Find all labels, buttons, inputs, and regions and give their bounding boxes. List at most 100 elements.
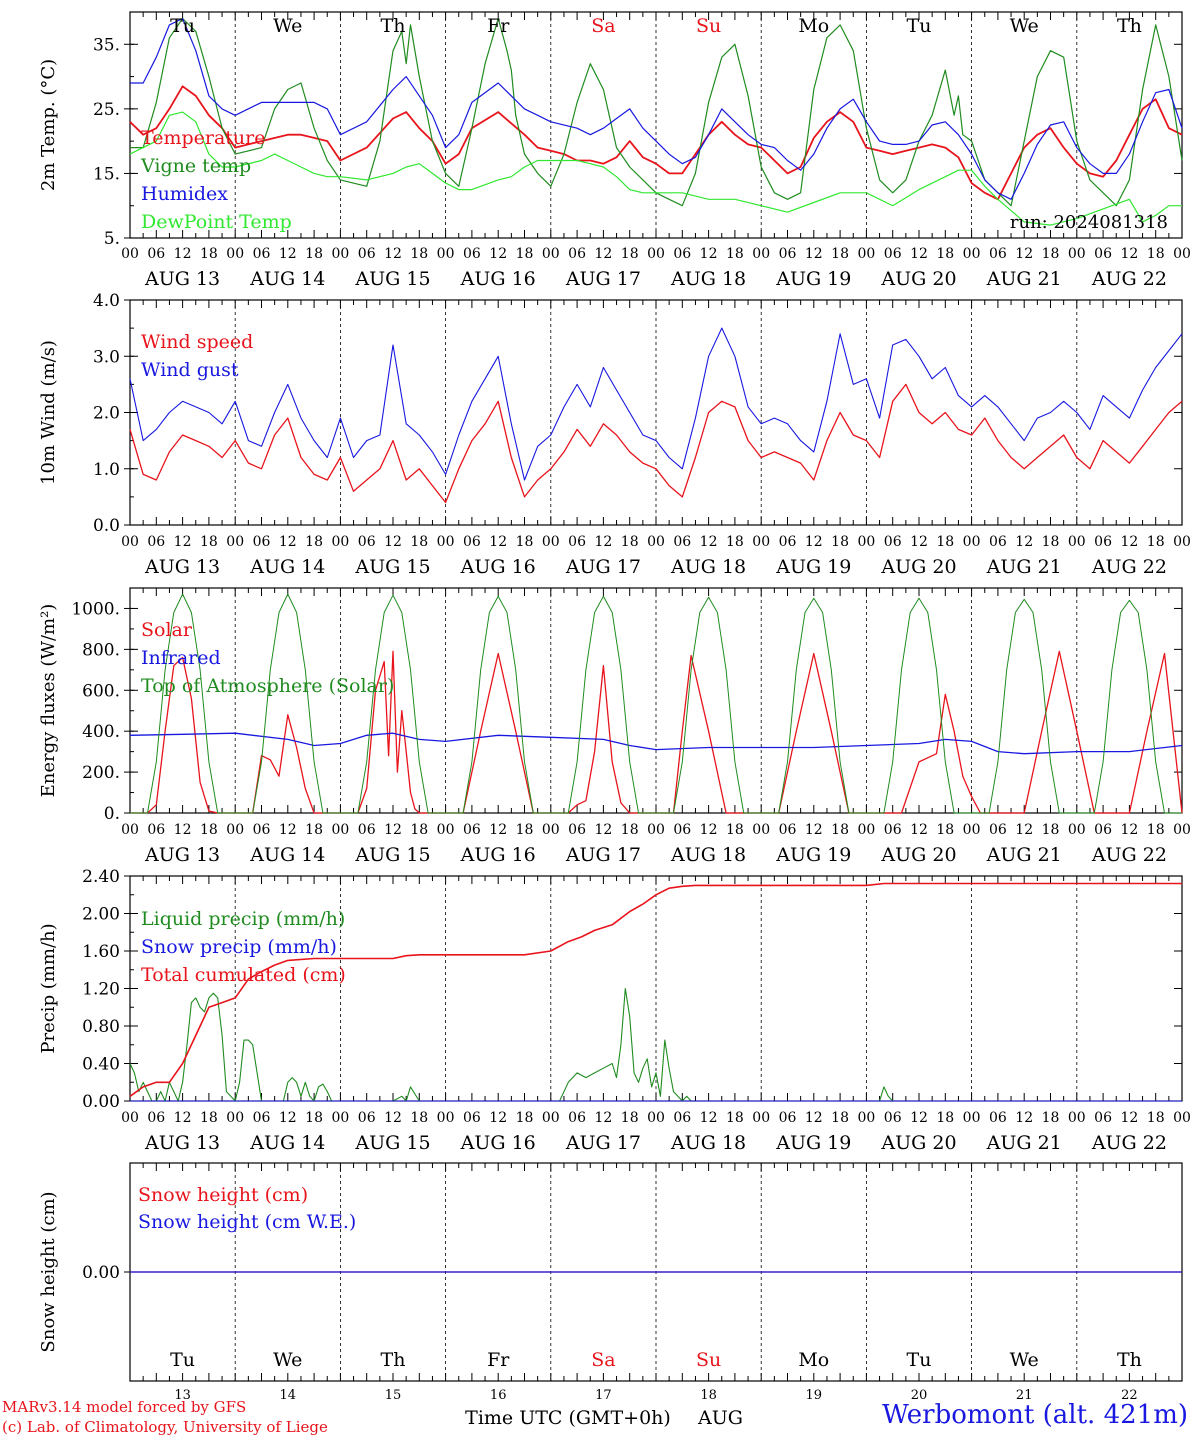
legend-entry: Humidex <box>141 183 228 205</box>
hour-tick-label: 12 <box>279 246 297 262</box>
hour-tick-label: 00 <box>857 1110 875 1126</box>
y-tick-label: 0.0 <box>93 516 120 536</box>
date-label: AUG 20 <box>880 844 956 866</box>
hour-tick-label: 12 <box>805 1110 823 1126</box>
hour-tick-label: 00 <box>1068 1110 1086 1126</box>
hour-tick-label: 00 <box>121 534 139 550</box>
hour-tick-label: 00 <box>437 1110 455 1126</box>
hour-tick-label: 12 <box>805 534 823 550</box>
hour-tick-label: 12 <box>384 822 402 838</box>
day-name: Tu <box>907 15 932 37</box>
date-label: AUG 14 <box>249 556 325 578</box>
hour-tick-label: 00 <box>542 246 560 262</box>
hour-tick-label: 06 <box>253 1110 271 1126</box>
hour-tick-label: 00 <box>226 246 244 262</box>
hour-tick-label: 18 <box>831 246 849 262</box>
hour-tick-label: 12 <box>594 822 612 838</box>
hour-tick-label: 12 <box>174 822 192 838</box>
hour-tick-label: 12 <box>489 822 507 838</box>
hour-tick-label: 18 <box>516 246 534 262</box>
hour-tick-label: 06 <box>884 1110 902 1126</box>
hour-tick-label: 00 <box>1173 534 1191 550</box>
day-number: 19 <box>806 1388 823 1403</box>
y-tick-label: 1.60 <box>82 942 120 962</box>
date-label: AUG 15 <box>354 268 430 290</box>
hour-tick-label: 12 <box>1120 1110 1138 1126</box>
panel-frame <box>129 299 1183 526</box>
hour-tick-label: 18 <box>936 1110 954 1126</box>
day-name: Th <box>1117 1349 1142 1371</box>
date-label: AUG 15 <box>354 556 430 578</box>
hour-tick-label: 18 <box>410 246 428 262</box>
hour-tick-label: 00 <box>752 246 770 262</box>
hour-tick-label: 00 <box>121 1110 139 1126</box>
hour-tick-label: 12 <box>279 1110 297 1126</box>
legend-entry: Solar <box>141 619 193 641</box>
date-label: AUG 18 <box>670 1132 746 1154</box>
hour-tick-label: 12 <box>384 534 402 550</box>
hour-tick-label: 12 <box>174 1110 192 1126</box>
hour-tick-label: 12 <box>279 822 297 838</box>
day-name: Sa <box>591 15 615 37</box>
date-label: AUG 13 <box>144 844 220 866</box>
hour-tick-label: 00 <box>331 822 349 838</box>
legend-entry: Wind speed <box>141 331 253 353</box>
hour-tick-label: 00 <box>1173 822 1191 838</box>
hour-tick-label: 00 <box>331 1110 349 1126</box>
date-label: AUG 17 <box>565 556 641 578</box>
date-label: AUG 17 <box>565 1132 641 1154</box>
hour-tick-label: 00 <box>331 534 349 550</box>
y-axis-label: Snow height (cm) <box>38 1191 59 1352</box>
y-tick-label: 0.00 <box>82 1263 120 1283</box>
hour-tick-label: 06 <box>989 1110 1007 1126</box>
date-label: AUG 20 <box>880 556 956 578</box>
hour-tick-label: 12 <box>594 1110 612 1126</box>
day-number: 18 <box>700 1388 717 1403</box>
hour-tick-label: 18 <box>621 246 639 262</box>
y-tick-label: 2.0 <box>93 404 120 424</box>
legend-entry: Wind gust <box>141 359 239 381</box>
hour-tick-label: 18 <box>305 1110 323 1126</box>
hour-tick-label: 12 <box>910 822 928 838</box>
day-name: Fr <box>487 1349 510 1371</box>
legend-entry: Snow precip (mm/h) <box>141 936 337 958</box>
hour-tick-label: 06 <box>884 822 902 838</box>
hour-tick-label: 12 <box>700 822 718 838</box>
day-name: Sa <box>591 1349 615 1371</box>
month-label: AUG <box>697 1407 743 1429</box>
hour-tick-label: 18 <box>305 246 323 262</box>
day-number: 22 <box>1121 1388 1138 1403</box>
date-label: AUG 14 <box>249 1132 325 1154</box>
legend-entry: Total cumulated (cm) <box>141 964 346 986</box>
date-label: AUG 16 <box>460 556 536 578</box>
y-tick-label: 4.0 <box>93 291 120 311</box>
hour-tick-label: 12 <box>594 534 612 550</box>
hour-tick-label: 18 <box>1042 1110 1060 1126</box>
date-label: AUG 15 <box>354 1132 430 1154</box>
date-label: AUG 16 <box>460 268 536 290</box>
hour-tick-label: 06 <box>253 246 271 262</box>
hour-tick-label: 06 <box>147 246 165 262</box>
series-line <box>129 987 1182 1102</box>
hour-tick-label: 18 <box>1042 246 1060 262</box>
hour-tick-label: 00 <box>437 246 455 262</box>
hour-tick-label: 12 <box>805 246 823 262</box>
hour-tick-label: 12 <box>489 1110 507 1126</box>
legend-entry: Vigne temp <box>140 155 251 177</box>
y-tick-label: 15. <box>93 164 120 184</box>
hour-tick-label: 18 <box>1147 534 1165 550</box>
date-label: AUG 16 <box>460 1132 536 1154</box>
y-tick-label: 1.20 <box>82 980 120 1000</box>
day-name: We <box>1010 1349 1039 1371</box>
hour-tick-label: 00 <box>437 822 455 838</box>
date-label: AUG 15 <box>354 844 430 866</box>
hour-tick-label: 18 <box>726 822 744 838</box>
date-label: AUG 21 <box>986 844 1062 866</box>
panel-frame <box>129 587 1183 814</box>
hour-tick-label: 00 <box>437 534 455 550</box>
hour-tick-label: 18 <box>831 534 849 550</box>
hour-tick-label: 18 <box>621 534 639 550</box>
hour-tick-label: 06 <box>1094 822 1112 838</box>
day-name: Th <box>1117 15 1142 37</box>
